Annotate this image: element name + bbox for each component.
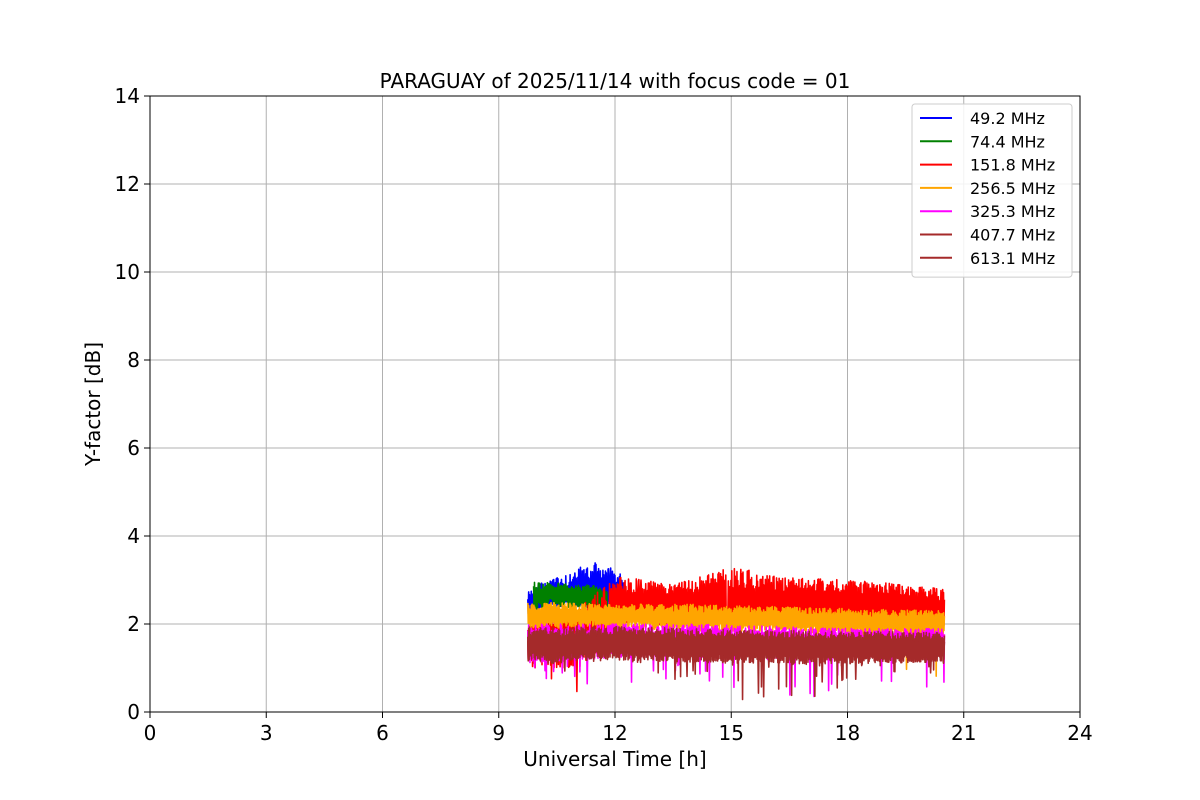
legend-entry: 151.8 MHz	[970, 156, 1055, 175]
y-tick-label: 6	[127, 436, 140, 460]
y-axis-label: Y-factor [dB]	[81, 342, 105, 467]
x-tick-label: 15	[719, 721, 744, 745]
y-tick-label: 8	[127, 348, 140, 372]
y-tick-label: 10	[115, 260, 140, 284]
legend-entry: 256.5 MHz	[970, 179, 1055, 198]
y-tick-label: 12	[115, 172, 140, 196]
x-tick-label: 18	[835, 721, 860, 745]
x-tick-label: 0	[144, 721, 157, 745]
series-line	[527, 632, 946, 668]
x-tick-label: 9	[492, 721, 505, 745]
y-tick-label: 14	[115, 84, 140, 108]
y-tick-label: 0	[127, 700, 140, 724]
x-tick-label: 24	[1067, 721, 1092, 745]
x-tick-label: 21	[951, 721, 976, 745]
x-tick-label: 3	[260, 721, 273, 745]
legend-entry: 407.7 MHz	[970, 226, 1055, 245]
legend: 49.2 MHz 74.4 MHz 151.8 MHz 256.5 MHz 325.3…	[911, 103, 1073, 278]
legend-entry: 613.1 MHz	[970, 249, 1055, 268]
x-tick-label: 6	[376, 721, 389, 745]
x-axis-label: Universal Time [h]	[523, 747, 706, 771]
legend-entry: 325.3 MHz	[970, 202, 1055, 221]
y-tick-label: 2	[127, 612, 140, 636]
legend-entry: 49.2 MHz	[970, 109, 1045, 128]
legend-entry: 74.4 MHz	[970, 132, 1045, 151]
x-tick-label: 12	[602, 721, 627, 745]
chart-title: PARAGUAY of 2025/11/14 with focus code =…	[380, 69, 851, 93]
y-tick-label: 4	[127, 524, 140, 548]
series-line	[527, 601, 946, 677]
plot-data	[527, 562, 946, 701]
